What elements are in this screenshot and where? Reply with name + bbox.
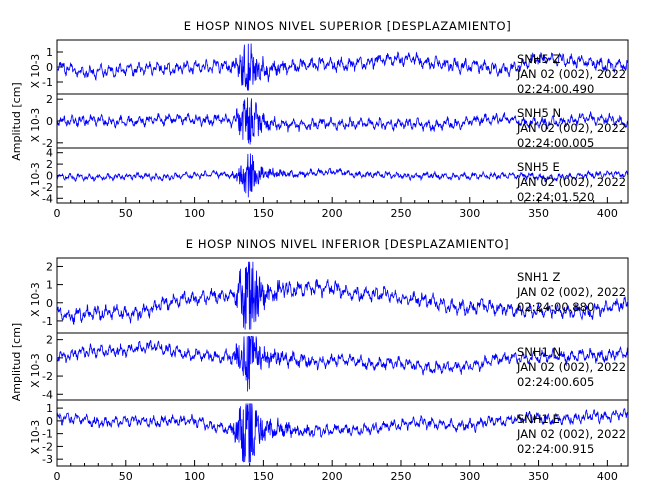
x-tick-label: 400 [597,207,618,220]
x-tick-label: 0 [54,470,61,483]
y-tick-label: -1 [42,76,53,89]
panel-2: E HOSP NINOS NIVEL INFERIOR [DESPLAZAMIE… [10,237,629,483]
record-time: 02:24:00.880 [517,300,594,314]
station-label: SNH1 N [517,345,561,359]
x-tick-label: 100 [184,470,205,483]
waveform-line [56,97,629,145]
x-tick-label: 350 [528,207,549,220]
y-tick-label: 1 [46,402,53,415]
x-tick-label: 300 [459,470,480,483]
record-date: JAN 02 (002), 2022 [516,360,626,374]
x-tick-label: 50 [119,207,133,220]
y-multiplier-label: X 10-3 [30,282,42,316]
waveform-line [56,335,629,392]
y-multiplier-label: X 10-3 [30,108,42,142]
y-axis-label: Amplitud [cm] [10,82,23,160]
record-time: 02:24:01.520 [517,190,594,204]
record-date: JAN 02 (002), 2022 [516,175,626,189]
x-tick-label: 200 [322,470,343,483]
station-label: SNH5 Z [517,52,561,66]
x-tick-label: 150 [253,470,274,483]
y-tick-label: 0 [46,415,53,428]
y-tick-label: 1 [46,46,53,59]
y-tick-label: 2 [46,93,53,106]
record-time: 02:24:00.915 [517,442,594,456]
y-tick-label: 0 [46,61,53,74]
station-label: SNH5 E [517,160,560,174]
y-multiplier-label: X 10-3 [30,54,42,88]
y-tick-label: -3 [42,453,53,466]
x-tick-label: 250 [390,470,411,483]
x-tick-label: 250 [390,207,411,220]
panel-title: E HOSP NINOS NIVEL INFERIOR [DESPLAZAMIE… [186,237,510,251]
panel-title: E HOSP NINOS NIVEL SUPERIOR [DESPLAZAMIE… [184,19,512,33]
x-tick-label: 400 [597,470,618,483]
y-multiplier-label: X 10-3 [30,420,42,454]
trace-frame [56,399,629,467]
y-tick-label: 2 [46,334,53,347]
x-tick-label: 350 [528,470,549,483]
y-tick-label: 0 [46,115,53,128]
x-tick-label: 150 [253,207,274,220]
y-multiplier-label: X 10-3 [30,162,42,196]
waveform-line [56,43,629,91]
y-tick-label: 2 [46,260,53,273]
y-multiplier-label: X 10-3 [30,353,42,387]
record-date: JAN 02 (002), 2022 [516,285,626,299]
record-date: JAN 02 (002), 2022 [516,67,626,81]
y-tick-label: -2 [42,440,53,453]
y-tick-label: 0 [46,170,53,183]
y-tick-label: -2 [42,370,53,383]
x-tick-label: 100 [184,207,205,220]
station-label: SNH1 Z [517,270,561,284]
waveform-line [56,403,629,463]
y-tick-label: -2 [42,181,53,194]
x-tick-label: 300 [459,207,480,220]
record-time: 02:24:00.490 [517,82,594,96]
y-tick-label: 4 [46,147,53,160]
y-tick-label: 0 [46,297,53,310]
record-time: 02:24:00.605 [517,375,594,389]
y-tick-label: -4 [42,388,53,401]
x-tick-label: 50 [119,470,133,483]
station-label: SNH1 E [517,412,560,426]
x-tick-label: 0 [54,207,61,220]
record-date: JAN 02 (002), 2022 [516,121,626,135]
record-date: JAN 02 (002), 2022 [516,427,626,441]
record-time: 02:24:00.005 [517,136,594,150]
y-axis-label: Amplitud [cm] [10,323,23,401]
station-label: SNH5 N [517,106,561,120]
waveform-line [56,153,629,198]
y-tick-label: -2 [42,137,53,150]
y-tick-label: -1 [42,315,53,328]
y-tick-label: 1 [46,279,53,292]
waveform-line [56,261,629,330]
y-tick-label: 2 [46,158,53,171]
panel-1: E HOSP NINOS NIVEL SUPERIOR [DESPLAZAMIE… [10,19,629,220]
y-tick-label: -4 [42,192,53,205]
x-tick-label: 200 [322,207,343,220]
y-tick-label: -1 [42,428,53,441]
y-tick-label: 0 [46,352,53,365]
